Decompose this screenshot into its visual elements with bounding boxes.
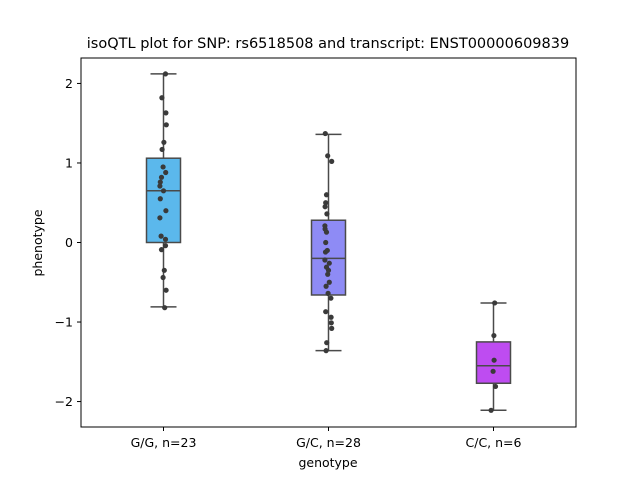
data-point xyxy=(162,71,169,77)
data-point xyxy=(326,279,332,285)
data-point xyxy=(163,122,169,128)
y-tick-label: 1 xyxy=(65,155,73,170)
chart-title: isoQTL plot for SNP: rs6518508 and trans… xyxy=(87,36,569,52)
data-point xyxy=(160,188,167,194)
data-point xyxy=(162,243,169,249)
data-point xyxy=(323,239,329,246)
data-point xyxy=(492,300,498,306)
data-point xyxy=(163,110,169,116)
data-point xyxy=(325,267,332,273)
y-tick-label: −1 xyxy=(55,315,73,330)
data-point xyxy=(328,320,334,326)
data-point xyxy=(163,287,169,293)
x-tick-label: G/C, n=28 xyxy=(296,435,361,450)
data-point xyxy=(160,274,166,281)
data-point xyxy=(161,139,167,145)
data-point xyxy=(163,208,169,214)
data-point xyxy=(160,164,166,170)
data-point xyxy=(491,357,497,363)
y-tick-label: 0 xyxy=(65,235,73,250)
data-point xyxy=(491,332,497,339)
data-point xyxy=(158,247,165,253)
x-tick-label: G/G, n=23 xyxy=(131,435,197,450)
data-point xyxy=(328,295,334,301)
data-point xyxy=(324,247,330,254)
data-point xyxy=(326,260,332,266)
data-point xyxy=(328,314,334,320)
data-point xyxy=(492,383,499,390)
plot-frame xyxy=(80,57,577,428)
y-axis-label: phenotype xyxy=(30,209,45,276)
data-point xyxy=(157,179,163,185)
x-axis-label: genotype xyxy=(298,455,357,470)
data-point xyxy=(157,196,163,202)
data-point xyxy=(322,130,328,137)
data-point xyxy=(325,290,331,296)
data-point xyxy=(159,146,165,153)
box xyxy=(145,157,182,244)
data-point xyxy=(324,211,330,217)
data-point xyxy=(323,348,329,354)
data-point xyxy=(490,368,496,374)
data-point xyxy=(324,340,330,346)
data-point xyxy=(329,158,335,164)
data-point xyxy=(488,407,494,413)
y-tick-label: −2 xyxy=(55,394,73,409)
data-point xyxy=(163,169,169,176)
data-point xyxy=(322,204,328,210)
data-point xyxy=(322,257,328,263)
data-point xyxy=(158,233,164,239)
data-point xyxy=(329,325,335,331)
data-point xyxy=(323,229,330,235)
data-point xyxy=(157,183,163,189)
data-point xyxy=(161,267,167,273)
data-point xyxy=(157,215,163,221)
data-point xyxy=(159,95,165,101)
data-point xyxy=(158,174,165,180)
data-point xyxy=(325,271,331,277)
data-point xyxy=(325,153,331,159)
data-point xyxy=(323,200,329,206)
x-tick-label: C/C, n=6 xyxy=(466,435,522,450)
data-point xyxy=(162,305,168,311)
data-point xyxy=(323,283,329,289)
y-tick-label: 2 xyxy=(65,76,73,91)
data-point xyxy=(323,192,330,198)
plot-area: −2 −1 0 1 2 G/G, n=23 G/C, n=28 C/C, n=6 xyxy=(55,57,577,450)
data-point xyxy=(162,236,169,242)
data-point xyxy=(323,309,329,315)
